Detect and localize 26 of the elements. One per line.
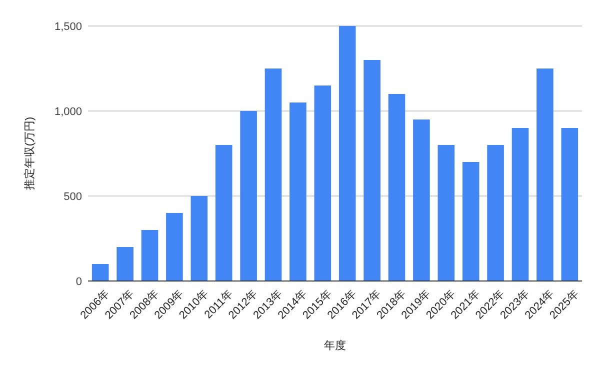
bar bbox=[290, 102, 306, 281]
bar bbox=[240, 111, 257, 281]
bar bbox=[338, 26, 356, 281]
y-tick-label: 500 bbox=[64, 191, 82, 203]
bar bbox=[141, 230, 158, 281]
y-tick-label: 1,500 bbox=[54, 21, 82, 33]
bar bbox=[215, 145, 232, 281]
x-axis-title: 年度 bbox=[324, 339, 346, 352]
bar bbox=[413, 120, 430, 281]
bar bbox=[462, 162, 480, 281]
bar bbox=[92, 264, 109, 281]
bar bbox=[364, 60, 380, 281]
bar bbox=[388, 94, 406, 281]
bar bbox=[438, 145, 455, 281]
bar bbox=[116, 247, 134, 281]
bar bbox=[314, 86, 332, 281]
bar bbox=[487, 145, 504, 281]
bar bbox=[166, 213, 183, 281]
bar bbox=[536, 68, 554, 281]
bar bbox=[512, 128, 529, 281]
y-tick-label: 1,000 bbox=[54, 106, 82, 118]
bar bbox=[561, 128, 578, 281]
y-tick-label: 0 bbox=[76, 276, 82, 288]
bar bbox=[190, 196, 208, 281]
y-axis-title: 推定年収(万円) bbox=[23, 116, 36, 190]
bar bbox=[264, 68, 282, 281]
